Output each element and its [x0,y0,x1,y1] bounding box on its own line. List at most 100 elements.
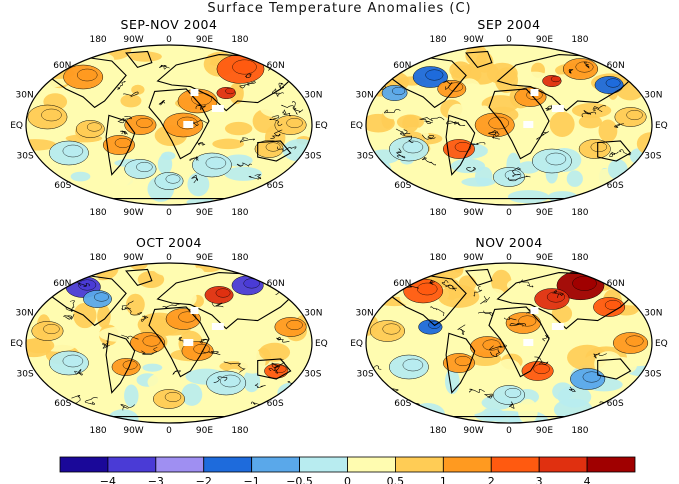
lat-label-right: 30S [304,151,321,161]
colorbar-swatch [107,456,157,473]
lon-label-bottom: 0 [506,426,512,436]
lon-label-bottom: 180 [89,208,106,218]
lon-label-top: 0 [506,253,512,263]
colorbar-swatch [155,456,205,473]
lon-label-bottom: 180 [231,426,248,436]
anomaly-field [366,263,652,423]
lat-label-right: 60S [267,399,284,409]
lat-label-right: 60S [607,399,624,409]
map-panel: SEP-NOV 2004 180 180 90W 90W 0 0 90E 90E 180 180 60… [10,17,328,218]
lat-label-right: EQ [655,121,668,131]
lat-label-left: 30N [16,309,34,319]
lon-label-top: 90W [123,35,143,45]
lon-label-top: 90E [536,35,553,45]
colorbar-swatch [395,456,444,473]
lat-label-right: 30S [644,151,661,161]
lat-label-right: 60N [267,61,285,71]
lat-label-right: EQ [315,339,328,349]
lat-label-right: 30S [644,369,661,379]
lat-label-left: 60N [393,61,411,71]
lat-label-right: 30S [304,369,321,379]
colorbar-tick-label: 0 [344,475,351,484]
lon-label-top: 0 [506,35,512,45]
lat-label-left: 60S [54,399,71,409]
lat-label-right: 30N [304,91,322,101]
lon-label-top: 90E [196,35,213,45]
lat-label-left: 30S [357,369,374,379]
lat-label-right: 60S [607,181,624,191]
lat-label-left: 30S [17,151,34,161]
colorbar-swatch [299,456,348,473]
lat-label-left: 30S [17,369,34,379]
lon-label-top: 180 [429,253,446,263]
lat-label-left: EQ [350,339,363,349]
colorbar-swatch [490,456,540,473]
lon-label-top: 180 [89,35,106,45]
lat-label-left: EQ [10,339,23,349]
figure-title: Surface Temperature Anomalies (C) [207,1,472,16]
panel-title: NOV 2004 [475,235,542,250]
anomaly-field [26,263,312,423]
colorbar-tick-label: −3 [148,475,164,484]
lon-label-bottom: 90W [123,426,143,436]
lon-label-bottom: 0 [506,208,512,218]
colorbar-tick-label: −1 [244,475,260,484]
lon-label-bottom: 180 [429,426,446,436]
lon-label-bottom: 90E [196,426,213,436]
lat-label-right: 30N [644,91,662,101]
lat-label-left: 30N [356,91,374,101]
lat-label-left: 60N [53,279,71,289]
lon-label-top: 180 [571,253,588,263]
lat-label-left: EQ [10,121,23,131]
lon-label-top: 0 [166,35,172,45]
map-panel: OCT 2004 180 180 90W 90W 0 0 90E 90E 180 180 60N 60N… [10,235,328,436]
panel-title: SEP 2004 [477,17,540,32]
colorbar-swatch [538,456,588,473]
lon-label-bottom: 90E [536,426,553,436]
lon-label-bottom: 180 [571,208,588,218]
lon-label-top: 0 [166,253,172,263]
lat-label-left: 60S [394,181,411,191]
lat-label-left: 30S [357,151,374,161]
lon-label-bottom: 90E [536,208,553,218]
lon-label-top: 180 [571,35,588,45]
lon-label-top: 90W [463,35,483,45]
colorbar: −4 −3 −2 −1 −0.5 0 0.5 1 2 3 4 [59,456,636,484]
lat-label-right: 60N [267,279,285,289]
lon-label-bottom: 0 [166,208,172,218]
lon-label-top: 90W [123,253,143,263]
lon-label-top: 180 [89,253,106,263]
lat-label-right: 60N [607,279,625,289]
panel-title: SEP-NOV 2004 [121,17,218,32]
colorbar-swatch [59,456,109,473]
colorbar-tick-label: −0.5 [286,475,313,484]
colorbar-swatch [347,456,396,473]
map-panel: SEP 2004 180 180 90W 90W 0 0 90E 90E 180 180 60N 60N… [350,17,668,218]
colorbar-swatch [203,456,253,473]
lon-label-bottom: 90E [196,208,213,218]
lon-label-bottom: 180 [89,426,106,436]
colorbar-tick-label: 3 [536,475,543,484]
map-panel: NOV 2004 180 180 90W 90W 0 0 90E 90E 180 180 60N 60N… [350,235,668,436]
lon-label-top: 90E [196,253,213,263]
lon-label-bottom: 90W [463,208,483,218]
lon-label-bottom: 90W [463,426,483,436]
lon-label-bottom: 90W [123,208,143,218]
lat-label-right: 60N [607,61,625,71]
lon-label-bottom: 180 [571,426,588,436]
lat-label-left: 30N [356,309,374,319]
lon-label-top: 90E [536,253,553,263]
colorbar-tick-label: −2 [196,475,212,484]
lat-label-left: 60N [53,61,71,71]
lat-label-left: 30N [16,91,34,101]
lat-label-right: EQ [655,339,668,349]
colorbar-tick-label: 1 [440,475,447,484]
colorbar-tick-label: 0.5 [387,475,405,484]
anomaly-field [366,45,652,205]
lon-label-top: 180 [231,253,248,263]
lon-label-bottom: 180 [429,208,446,218]
lon-label-bottom: 0 [166,426,172,436]
lat-label-right: 30N [644,309,662,319]
colorbar-tick-label: 4 [584,475,591,484]
